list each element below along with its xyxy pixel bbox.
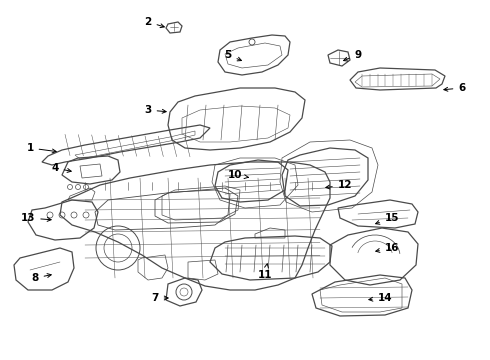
Text: 1: 1 [26,143,56,153]
Text: 13: 13 [21,213,51,223]
Text: 8: 8 [31,273,51,283]
Text: 7: 7 [151,293,168,303]
Text: 3: 3 [145,105,166,115]
Text: 12: 12 [326,180,352,190]
Text: 10: 10 [228,170,248,180]
Text: 5: 5 [224,50,242,61]
Text: 15: 15 [376,213,399,224]
Text: 16: 16 [376,243,399,253]
Text: 14: 14 [369,293,392,303]
Text: 9: 9 [343,50,362,61]
Text: 4: 4 [51,163,71,173]
Text: 2: 2 [145,17,164,28]
Text: 11: 11 [258,264,272,280]
Text: 6: 6 [444,83,465,93]
